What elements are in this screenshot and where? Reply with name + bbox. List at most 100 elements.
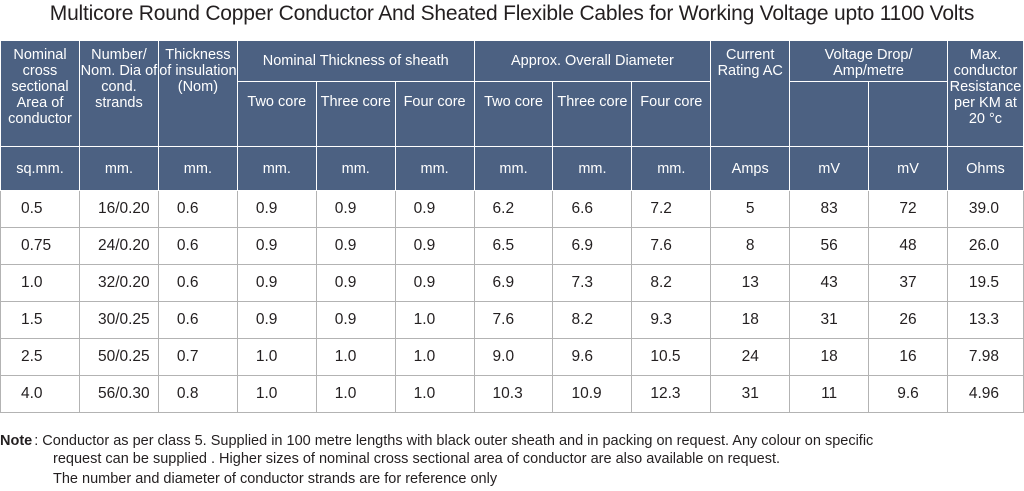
- table-cell: 13.3: [946, 301, 1024, 339]
- table-cell: 10.9: [552, 375, 633, 413]
- table-cell: 1.0: [394, 375, 475, 413]
- table-cell: 8.2: [631, 264, 712, 302]
- table-cell: 4.0: [0, 375, 80, 413]
- header-sheath-four-core: Four core: [394, 81, 475, 147]
- table-row: 4.0 56/0.30 0.8 1.0 1.0 1.0 10.3 10.9 12.3 31 11 9.…: [0, 375, 1024, 413]
- table-cell: 1.0: [315, 338, 396, 376]
- table-cell: 11: [789, 375, 870, 413]
- table-cell: 18: [789, 338, 870, 376]
- header-sheath-three-core: Three core: [315, 81, 396, 147]
- header-current-rating: Current Rating AC: [710, 40, 791, 147]
- unit-cell: Ohms: [946, 146, 1024, 191]
- table-cell: 0.9: [394, 264, 475, 302]
- unit-cell: mm.: [631, 146, 712, 191]
- table-cell: 1.0: [236, 338, 317, 376]
- table-cell: 10.3: [473, 375, 554, 413]
- table-cell: 7.3: [552, 264, 633, 302]
- table-cell: 0.6: [157, 264, 238, 302]
- table-cell: 56: [789, 227, 870, 265]
- table-cell: 31: [710, 375, 791, 413]
- table-cell: 19.5: [946, 264, 1024, 302]
- table-cell: 43: [789, 264, 870, 302]
- table-cell: 13: [710, 264, 791, 302]
- table-cell: 16/0.20: [78, 190, 159, 228]
- table-row: 0.75 24/0.20 0.6 0.9 0.9 0.9 6.5 6.9 7.6 8 56 48 26.…: [0, 227, 1024, 265]
- table-cell: 8.2: [552, 301, 633, 339]
- table-cell: 1.0: [394, 301, 475, 339]
- table-cell: 50/0.25: [78, 338, 159, 376]
- page-title: Multicore Round Copper Conductor And She…: [49, 2, 975, 25]
- table-cell: 2.5: [0, 338, 80, 376]
- unit-cell: mV: [868, 146, 948, 191]
- table-row: 2.5 50/0.25 0.7 1.0 1.0 1.0 9.0 9.6 10.5 24 18 16 7.…: [0, 338, 1024, 376]
- table-cell: 1.0: [236, 375, 317, 413]
- header-diameter-four-core: Four core: [631, 81, 712, 147]
- table-cell: 9.6: [868, 375, 948, 413]
- unit-cell: mm.: [236, 146, 317, 191]
- table-cell: 10.5: [631, 338, 712, 376]
- table-cell: 4.96: [946, 375, 1024, 413]
- table-cell: 0.9: [236, 301, 317, 339]
- table-cell: 1.5: [0, 301, 80, 339]
- table-cell: 1.0: [394, 338, 475, 376]
- table-cell: 0.9: [315, 190, 396, 228]
- table-cell: 0.9: [315, 301, 396, 339]
- table-cell: 9.6: [552, 338, 633, 376]
- unit-cell: sq.mm.: [0, 146, 80, 191]
- header-vdrop-col-1: [789, 81, 870, 147]
- header-voltage-drop: Voltage Drop/ Amp/metre: [789, 40, 948, 82]
- header-vdrop-col-2: [868, 81, 948, 147]
- table-row: 1.5 30/0.25 0.6 0.9 0.9 1.0 7.6 8.2 9.3 18 31 26 13.…: [0, 301, 1024, 339]
- table-row: 1.0 32/0.20 0.6 0.9 0.9 0.9 6.9 7.3 8.2 13 43 37 19.…: [0, 264, 1024, 302]
- header-diameter-three-core: Three core: [552, 81, 633, 147]
- table-cell: 16: [868, 338, 948, 376]
- table-cell: 0.6: [157, 301, 238, 339]
- unit-cell: mm.: [473, 146, 554, 191]
- header-resistance: Max. conductor Resistance per KM at 20 °…: [946, 40, 1024, 147]
- table-cell: 31: [789, 301, 870, 339]
- cable-spec-table: Nominal cross sectional Area of conducto…: [0, 40, 1024, 413]
- unit-cell: mV: [789, 146, 870, 191]
- table-cell: 0.9: [394, 190, 475, 228]
- table-cell: 12.3: [631, 375, 712, 413]
- table-cell: 0.9: [315, 264, 396, 302]
- table-cell: 24: [710, 338, 791, 376]
- table-cell: 9.3: [631, 301, 712, 339]
- table-cell: 0.9: [394, 227, 475, 265]
- table-cell: 0.7: [157, 338, 238, 376]
- header-insulation: Thickness of insulation (Nom): [157, 40, 238, 147]
- table-cell: 7.6: [473, 301, 554, 339]
- table-cell: 8: [710, 227, 791, 265]
- table-cell: 30/0.25: [78, 301, 159, 339]
- table-cell: 6.6: [552, 190, 633, 228]
- table-cell: 26.0: [946, 227, 1024, 265]
- table-cell: 6.2: [473, 190, 554, 228]
- table-body: 0.5 16/0.20 0.6 0.9 0.9 0.9 6.2 6.6 7.2 5 83 72 39.0…: [0, 190, 1024, 413]
- table-cell: 32/0.20: [78, 264, 159, 302]
- table-cell: 48: [868, 227, 948, 265]
- table-cell: 0.8: [157, 375, 238, 413]
- table-cell: 6.9: [552, 227, 633, 265]
- note-line-1: : Conductor as per class 5. Supplied in …: [34, 433, 874, 449]
- table-row: 0.5 16/0.20 0.6 0.9 0.9 0.9 6.2 6.6 7.2 5 83 72 39.0: [0, 190, 1024, 228]
- table-cell: 72: [868, 190, 948, 228]
- table-cell: 18: [710, 301, 791, 339]
- unit-cell: mm.: [78, 146, 159, 191]
- unit-cell: mm.: [315, 146, 396, 191]
- note-block: Note: Conductor as per class 5. Supplied…: [0, 432, 873, 488]
- table-cell: 0.6: [157, 190, 238, 228]
- header-sheath-two-core: Two core: [236, 81, 317, 147]
- header-sheath: Nominal Thickness of sheath: [236, 40, 475, 82]
- table-cell: 1.0: [315, 375, 396, 413]
- unit-cell: Amps: [710, 146, 791, 191]
- note-line-2: request can be supplied . Higher sizes o…: [53, 451, 781, 467]
- table-cell: 26: [868, 301, 948, 339]
- table-cell: 7.2: [631, 190, 712, 228]
- table-cell: 1.0: [0, 264, 80, 302]
- note-line-3: The number and diameter of conductor str…: [53, 471, 498, 487]
- table-cell: 9.0: [473, 338, 554, 376]
- header-diameter-two-core: Two core: [473, 81, 554, 147]
- table-cell: 6.9: [473, 264, 554, 302]
- table-cell: 0.6: [157, 227, 238, 265]
- header-strands: Number/ Nom. Dia of cond. strands: [78, 40, 159, 147]
